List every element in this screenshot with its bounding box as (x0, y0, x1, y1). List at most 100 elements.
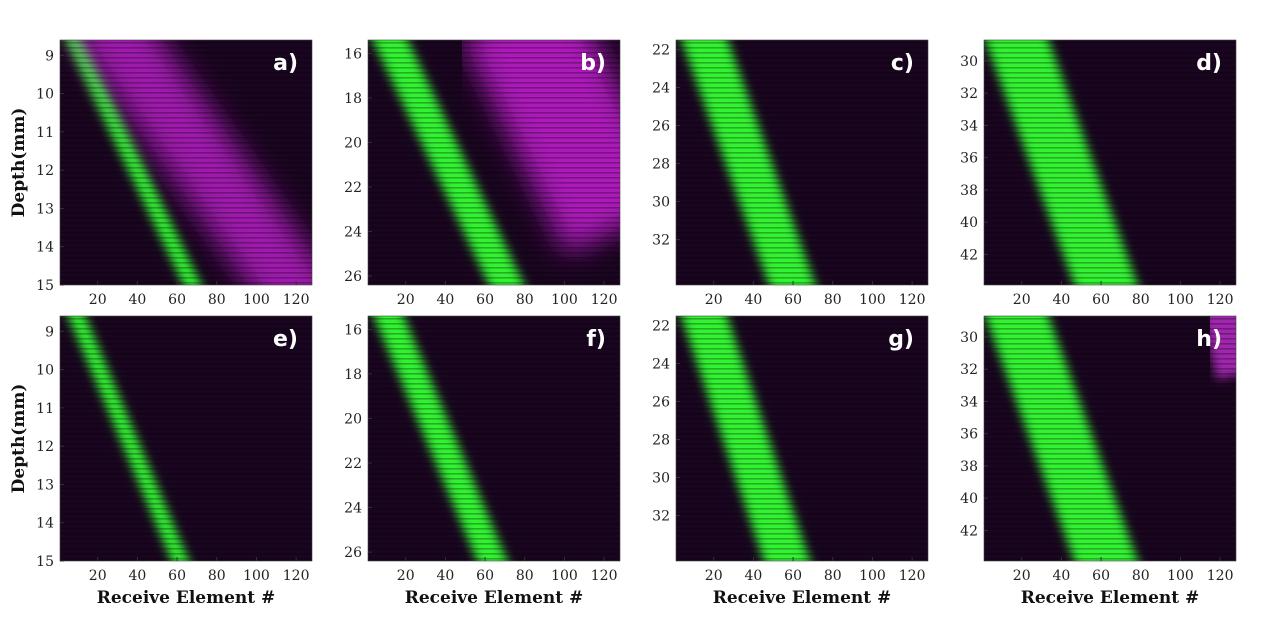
stripe (984, 182, 1236, 184)
stripe (368, 157, 620, 159)
stripe (984, 97, 1236, 99)
stripe (368, 453, 620, 455)
stripe (984, 277, 1236, 279)
stripe (60, 262, 312, 264)
y-tick-label: 32 (960, 362, 978, 378)
stripe (368, 433, 620, 435)
stripe (368, 197, 620, 199)
stripe (676, 277, 928, 279)
stripe (676, 388, 928, 390)
stripe (984, 373, 1236, 375)
stripe (60, 177, 312, 179)
stripe (368, 202, 620, 204)
stripe (368, 212, 620, 214)
stripe (984, 323, 1236, 325)
stripe (676, 498, 928, 500)
stripe (984, 418, 1236, 420)
x-axis-label: Receive Element # (1021, 588, 1200, 608)
stripe (60, 162, 312, 164)
stripe (368, 187, 620, 189)
stripe (676, 513, 928, 515)
stripe (984, 348, 1236, 350)
x-tick-label: 60 (168, 292, 186, 308)
stripe (60, 348, 312, 350)
stripe (368, 182, 620, 184)
stripe (676, 47, 928, 49)
panel-label: c) (891, 51, 914, 76)
y-tick-label: 18 (344, 367, 362, 383)
stripe (368, 558, 620, 560)
stripe (676, 403, 928, 405)
stripe (676, 468, 928, 470)
stripe (984, 353, 1236, 355)
panel-b: 20 40 60 80 100 120 16 18 20 22 24 26 b) (344, 39, 621, 308)
y-tick-label: 30 (960, 54, 978, 70)
stripe (676, 182, 928, 184)
stripe (60, 428, 312, 430)
stripe (368, 142, 620, 144)
stripe (676, 538, 928, 540)
stripe (60, 142, 312, 144)
y-tick-label: 28 (652, 156, 670, 172)
stripe (984, 448, 1236, 450)
stripe (60, 152, 312, 154)
y-tick-label: 30 (652, 470, 670, 486)
stripe (984, 87, 1236, 89)
stripe (60, 102, 312, 104)
stripe (368, 328, 620, 330)
stripe (984, 227, 1236, 229)
stripe (368, 318, 620, 320)
stripe (676, 393, 928, 395)
stripe (60, 438, 312, 440)
stripe (984, 488, 1236, 490)
x-tick-label: 20 (1013, 568, 1031, 584)
x-tick-label: 60 (168, 568, 186, 584)
stripe (60, 488, 312, 490)
y-tick-label: 30 (960, 330, 978, 346)
stripe (984, 408, 1236, 410)
stripe (984, 212, 1236, 214)
stripe (368, 523, 620, 525)
x-tick-label: 120 (1207, 568, 1234, 584)
stripe (368, 498, 620, 500)
stripe (60, 247, 312, 249)
stripe (676, 533, 928, 535)
stripe (60, 408, 312, 410)
stripe (368, 418, 620, 420)
y-tick-label: 12 (36, 439, 54, 455)
x-tick-label: 40 (744, 292, 762, 308)
y-tick-label: 22 (344, 180, 362, 196)
plot-frame (59, 315, 313, 562)
y-tick-label: 20 (344, 135, 362, 151)
stripe (368, 167, 620, 169)
stripe (60, 463, 312, 465)
stripe (984, 523, 1236, 525)
stripe (368, 513, 620, 515)
plot-area (984, 316, 1236, 561)
stripe (60, 222, 312, 224)
stripe (60, 328, 312, 330)
stripe (984, 343, 1236, 345)
stripe (60, 252, 312, 254)
y-axis-label: Depth(mm) (9, 384, 29, 494)
stripe (676, 117, 928, 119)
x-tick-label: 100 (551, 292, 578, 308)
stripe (984, 388, 1236, 390)
stripe (984, 513, 1236, 515)
stripe (60, 187, 312, 189)
signal-band (65, 40, 202, 285)
x-axis-label: Receive Element # (97, 588, 276, 608)
panel-g: 20 40 60 80 100 120 22 24 26 28 30 32 g) Receive Elem… (652, 315, 929, 608)
y-tick-label: 26 (652, 394, 670, 410)
x-tick-label: 20 (397, 568, 415, 584)
stripe (676, 323, 928, 325)
y-tick-label: 15 (36, 554, 54, 570)
stripe (368, 343, 620, 345)
y-tick-label: 10 (36, 363, 54, 379)
stripe (984, 47, 1236, 49)
stripe (676, 333, 928, 335)
stripe (60, 237, 312, 239)
stripe (676, 428, 928, 430)
plot-frame (983, 315, 1237, 562)
